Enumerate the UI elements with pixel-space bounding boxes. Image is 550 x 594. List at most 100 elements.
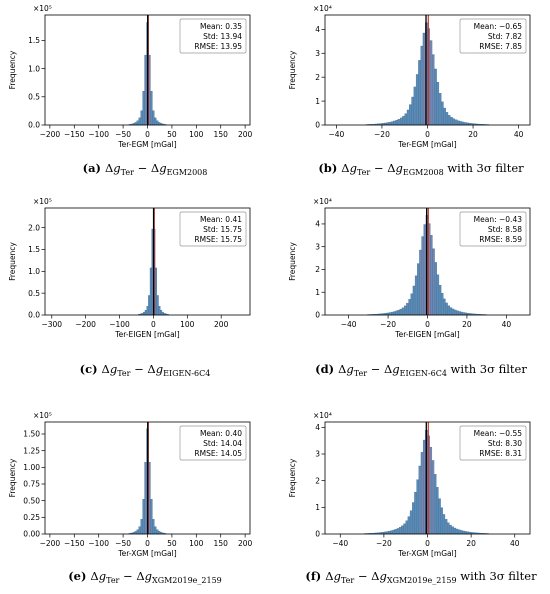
x-tick-label: 0 — [145, 130, 150, 139]
y-tick-label: 0.00 — [23, 530, 40, 539]
histogram-bar — [156, 121, 158, 125]
y-axis-label: Frequency — [288, 458, 297, 497]
histogram-bar — [143, 499, 145, 534]
histogram-bar — [415, 276, 417, 315]
x-axis-label: Ter-EGM [mGal] — [397, 140, 456, 149]
histogram-bar — [160, 310, 162, 315]
y-tick-label: 0 — [315, 530, 320, 539]
x-tick-label: 100 — [189, 539, 204, 548]
histogram-bar — [405, 114, 407, 125]
x-tick-label: −20 — [374, 130, 390, 139]
stats-mean: Mean: 0.40 — [200, 429, 242, 438]
x-tick-label: 50 — [167, 539, 177, 548]
x-tick-label: −200 — [75, 320, 96, 329]
histogram-bar — [450, 117, 452, 125]
histogram-bar — [150, 268, 152, 315]
histogram-bar — [441, 508, 443, 534]
histogram-bar — [154, 527, 156, 534]
histogram-bar — [453, 119, 455, 125]
histogram-bar — [445, 303, 447, 315]
histogram-bar — [408, 517, 410, 534]
histogram-bar — [457, 121, 459, 125]
x-tick-label: 200 — [238, 539, 253, 548]
x-tick-label: 0 — [151, 320, 156, 329]
histogram-bar — [434, 69, 436, 125]
histogram-bar — [391, 312, 393, 315]
histogram-bar — [391, 122, 393, 125]
histogram-bar — [143, 312, 145, 315]
histogram-bar — [439, 93, 441, 125]
x-tick-label: 20 — [462, 320, 472, 329]
histogram-bar — [412, 502, 414, 534]
y-tick-label: 3 — [315, 450, 320, 459]
x-tick-label: −100 — [88, 539, 109, 548]
histogram-bar — [150, 499, 152, 534]
histogram-bar — [456, 311, 458, 315]
y-tick-label: 1.0 — [28, 267, 40, 276]
stats-mean: Mean: 0.41 — [200, 215, 242, 224]
y-tick-label: 1 — [315, 503, 320, 512]
x-tick-label: −200 — [40, 539, 61, 548]
panel-caption-3: (d) ΔgTer − ΔgEIGEN-6C4 with 3σ filter — [315, 362, 527, 378]
histogram-bar — [398, 119, 400, 125]
stats-std: Std: 15.75 — [203, 225, 242, 234]
y-scale-factor: ×10⁴ — [313, 411, 332, 420]
histogram-bar — [413, 286, 415, 315]
histogram-bar — [399, 527, 401, 534]
histogram-bar — [157, 295, 159, 315]
stats-rmse: RMSE: 7.85 — [479, 42, 522, 51]
stats-rmse: RMSE: 14.05 — [194, 449, 242, 458]
histogram-bar — [137, 530, 139, 534]
histogram-bar — [402, 116, 404, 125]
panel-caption-1: (b) ΔgTer − ΔgEGM2008 with 3σ filter — [318, 161, 524, 177]
histogram-bar — [434, 474, 436, 534]
x-tick-label: 20 — [466, 539, 476, 548]
x-tick-label: 100 — [180, 320, 195, 329]
histogram-bar — [448, 306, 450, 315]
x-axis-label: Ter-XGM [mGal] — [117, 549, 176, 558]
histogram-bar — [414, 87, 416, 125]
y-tick-label: 1.5 — [28, 36, 40, 45]
stats-rmse: RMSE: 8.59 — [479, 235, 522, 244]
y-tick-label: 0.50 — [23, 496, 40, 505]
histogram-bar — [139, 527, 141, 534]
histogram-bar — [393, 121, 395, 125]
y-tick-label: 1.50 — [23, 430, 40, 439]
histogram-bar — [417, 480, 419, 534]
histogram-bar — [409, 105, 411, 125]
panel-caption-5: (f) ΔgTer − ΔgXGM2019e_2159 with 3σ filt… — [305, 569, 537, 585]
histogram-bar — [154, 118, 156, 125]
histogram-bar — [439, 285, 441, 315]
histogram-bar — [458, 530, 460, 534]
x-tick-label: −50 — [115, 539, 131, 548]
y-tick-label: 3 — [315, 49, 320, 58]
histogram-bar — [162, 312, 164, 315]
stats-rmse: RMSE: 15.75 — [194, 235, 242, 244]
histogram-bar — [148, 295, 150, 315]
histogram-bar — [404, 306, 406, 315]
x-tick-label: 150 — [214, 539, 229, 548]
y-tick-label: 0 — [315, 311, 320, 320]
histogram-bar — [402, 308, 404, 315]
x-tick-label: −40 — [332, 539, 348, 548]
x-tick-label: 200 — [238, 130, 253, 139]
histogram-bar — [400, 309, 402, 315]
histogram-bar — [407, 110, 409, 125]
x-axis-label: Ter-XGM [mGal] — [397, 549, 456, 558]
histogram-bar — [398, 310, 400, 315]
x-tick-label: −200 — [40, 130, 61, 139]
histogram-bar — [145, 310, 147, 315]
histogram-bar — [395, 529, 397, 534]
histogram-bar — [155, 268, 157, 315]
stats-rmse: RMSE: 8.31 — [479, 449, 522, 458]
histogram-bar — [454, 310, 456, 315]
histogram-bar — [159, 306, 161, 315]
x-tick-label: 0 — [145, 539, 150, 548]
histogram-bar — [462, 122, 464, 125]
y-tick-label: 2.0 — [28, 223, 40, 232]
histogram-bar — [435, 262, 437, 315]
